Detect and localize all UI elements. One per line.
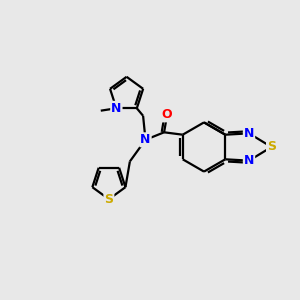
Text: N: N [140, 133, 151, 146]
Text: N: N [111, 102, 122, 115]
Text: S: S [267, 140, 276, 154]
Text: N: N [244, 127, 254, 140]
Text: N: N [244, 154, 254, 167]
Text: S: S [104, 193, 113, 206]
Text: O: O [162, 108, 172, 122]
